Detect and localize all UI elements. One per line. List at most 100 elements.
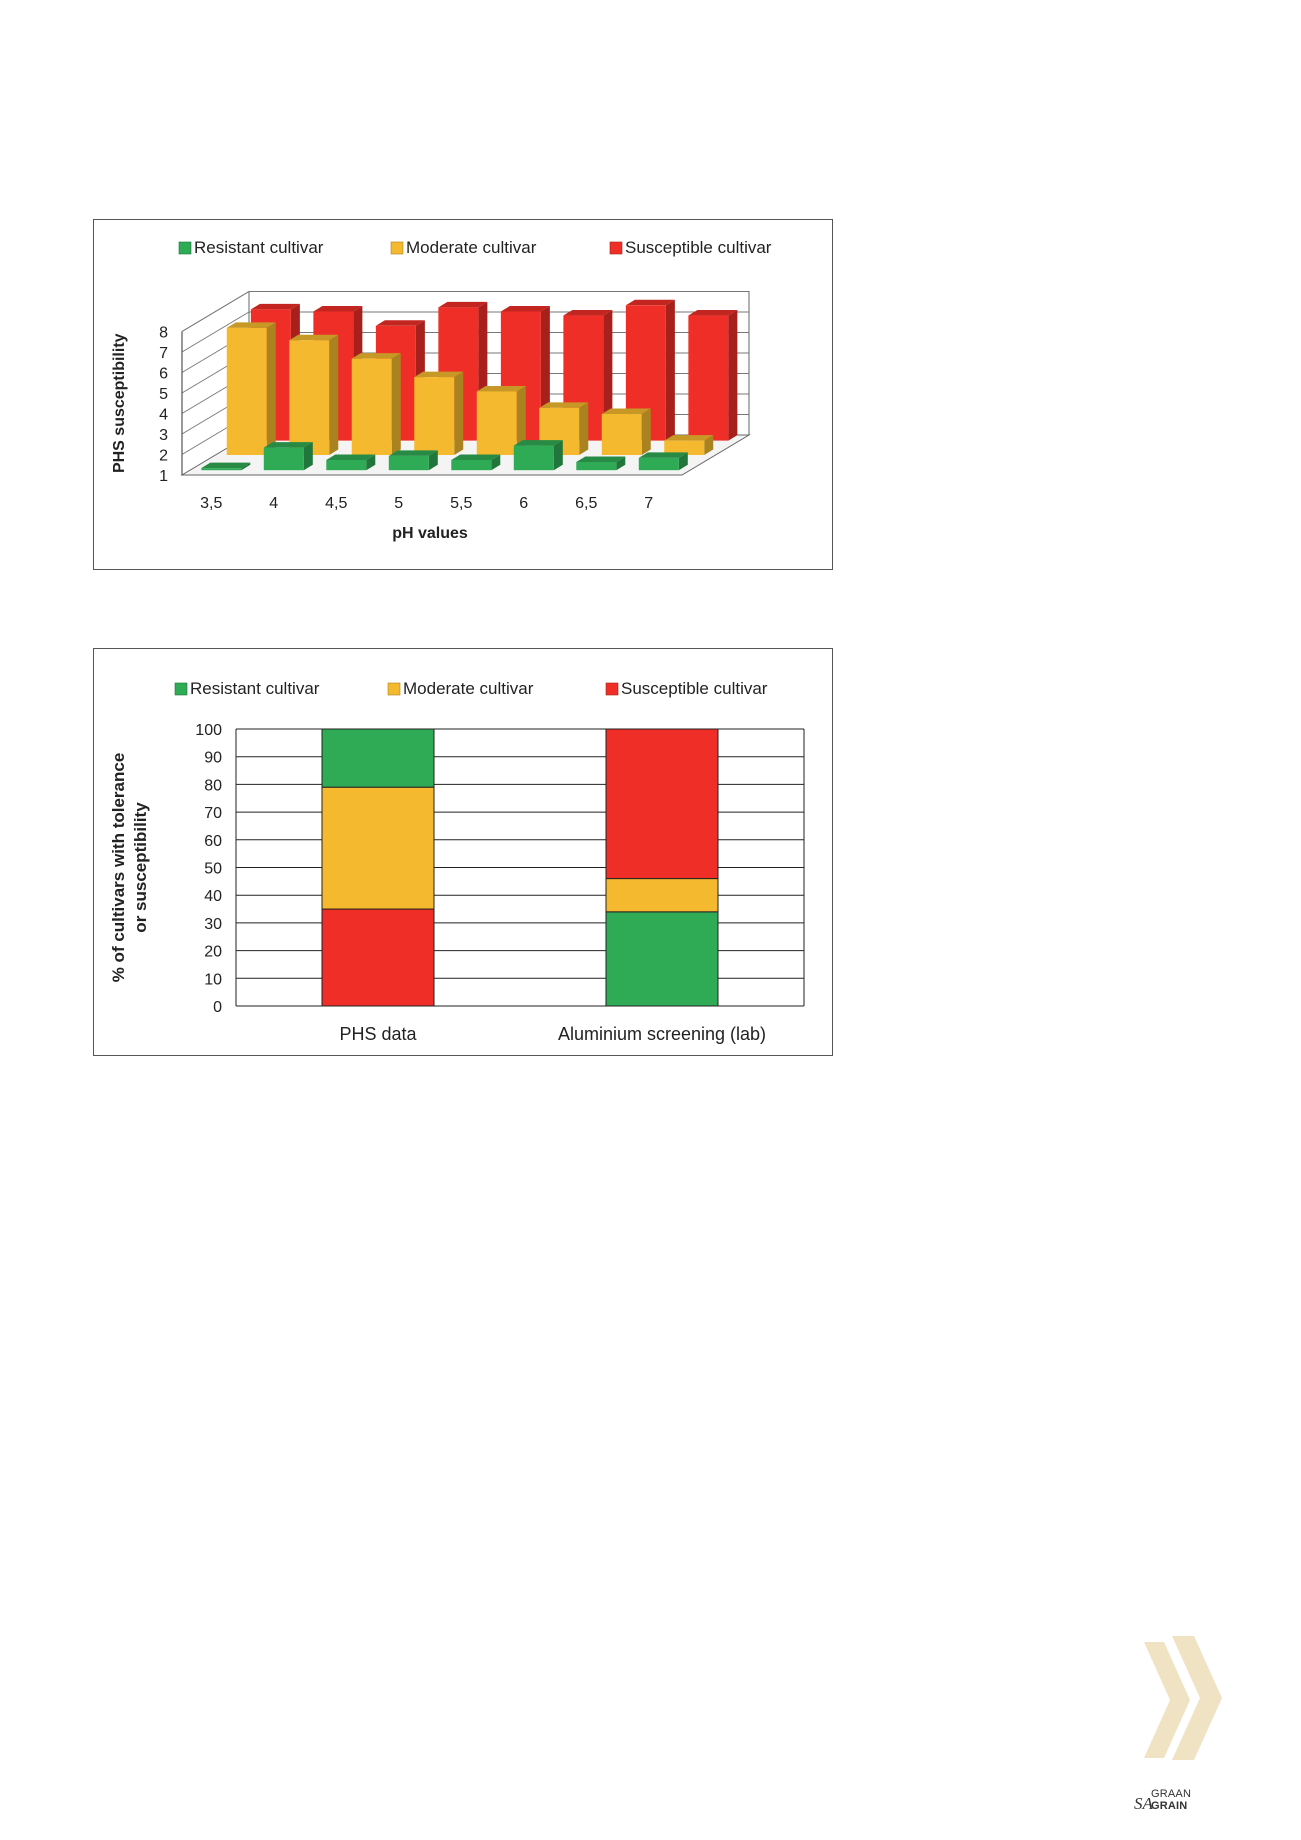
bar-top-face <box>250 303 300 310</box>
bar-front-face <box>326 459 367 471</box>
bar-resistant-cultivar-4-5 <box>326 454 376 471</box>
bar-front-face <box>513 445 554 471</box>
y-tick-label: 30 <box>204 916 222 933</box>
y-tick-label: 5 <box>159 386 168 403</box>
legend-label-susceptible-cultivar: Susceptible cultivar <box>621 679 768 698</box>
bar-top-face <box>664 435 714 441</box>
chart-phs-susceptibility-by-ph: Resistant cultivar Moderate cultivar Susce… <box>93 219 833 570</box>
bar-side-face <box>241 462 251 471</box>
bar-front-face <box>664 440 705 455</box>
bar-top-face <box>375 320 425 326</box>
bar-front-face <box>601 414 642 455</box>
x-tick-label-4-5: 4,5 <box>325 495 347 512</box>
bar-segment-resistant-cultivar-phs-data <box>321 728 435 788</box>
bar-side-face <box>266 322 276 455</box>
bar-side-face <box>616 456 626 471</box>
bar-top-face <box>263 442 313 448</box>
bar-front-face <box>289 340 330 455</box>
bar-resistant-cultivar-3-5 <box>201 462 251 471</box>
logo-sa: SA <box>1134 1794 1153 1813</box>
bar-moderate-cultivar-5 <box>414 371 464 455</box>
bar-front-face <box>576 462 617 471</box>
bar-resistant-cultivar-5-5 <box>451 454 501 471</box>
bar-side-face <box>454 371 464 455</box>
bar-segment-moderate-cultivar-aluminium-screening-lab <box>605 878 719 913</box>
y-axis-label-line: % of cultivars with tolerance <box>109 753 128 983</box>
bar-top-face <box>326 454 376 460</box>
bar-segment-resistant-cultivar-aluminium-screening-lab <box>605 911 719 1007</box>
bar-resistant-cultivar-6-5 <box>576 456 626 471</box>
bar-front-face <box>688 315 729 441</box>
y-tick-label: 8 <box>159 325 168 342</box>
bar-front-face <box>414 377 455 455</box>
bar-top-face <box>201 462 251 469</box>
y-tick-label: 90 <box>204 750 222 767</box>
bar-side-face <box>579 402 589 455</box>
y-tick-label: 0 <box>213 999 222 1016</box>
y-tick-label: 70 <box>204 805 222 822</box>
bar-moderate-cultivar-6-5 <box>601 408 651 455</box>
logo-grain: GRAIN <box>1151 1800 1188 1812</box>
x-axis-label: pH values <box>392 525 468 542</box>
bar-side-face <box>303 442 313 471</box>
bar-side-face <box>603 310 613 441</box>
legend-label-resistant-cultivar: Resistant cultivar <box>194 238 324 257</box>
bar-front-face <box>638 457 679 471</box>
bar-front-face <box>451 459 492 471</box>
bar-side-face <box>491 454 501 471</box>
bar-resistant-cultivar-5 <box>388 450 438 471</box>
bar-top-face <box>500 305 550 312</box>
bar-side-face <box>516 385 526 455</box>
gridline-side-7 <box>181 311 250 353</box>
chart-cultivar-tolerance-percent: Resistant cultivar Moderate cultivar Susce… <box>93 648 833 1056</box>
bar-side-face <box>329 334 339 455</box>
bar-top-face <box>388 450 438 456</box>
legend-swatch-resistant-cultivar <box>178 241 192 255</box>
bar-side-face <box>553 440 563 471</box>
bar-top-face <box>625 299 675 306</box>
bar-segment-moderate-cultivar-phs-data <box>321 786 435 910</box>
bar-front-face <box>226 327 267 455</box>
legend-swatch-susceptible-cultivar <box>605 682 619 696</box>
bar-side-face <box>641 408 651 455</box>
legend-label-moderate-cultivar: Moderate cultivar <box>403 679 534 698</box>
bar-side-face <box>728 310 738 441</box>
bar-side-face <box>678 452 688 471</box>
bar-moderate-cultivar-3-5 <box>226 322 276 455</box>
x-tick-label-5: 5 <box>394 495 403 512</box>
legend-label-resistant-cultivar: Resistant cultivar <box>190 679 320 698</box>
x-tick-label-aluminium-screening-lab: Aluminium screening (lab) <box>558 1024 766 1044</box>
y-tick-label: 4 <box>159 407 168 424</box>
bar-top-face <box>601 408 651 414</box>
y-tick-label: 7 <box>159 345 168 362</box>
y-tick-label: 3 <box>159 427 168 444</box>
y-axis-label: PHS susceptibility <box>111 333 128 473</box>
y-tick-label: 6 <box>159 366 168 383</box>
x-tick-label-5-5: 5,5 <box>450 495 472 512</box>
legend-swatch-susceptible-cultivar <box>609 241 623 255</box>
chart1-svg: Resistant cultivar Moderate cultivar Susce… <box>111 238 772 542</box>
legend-swatch-moderate-cultivar <box>390 241 404 255</box>
y-tick-label: 50 <box>204 861 222 878</box>
bar-front-face <box>388 455 429 471</box>
bar-moderate-cultivar-4 <box>289 334 339 455</box>
bar-resistant-cultivar-4 <box>263 442 313 471</box>
bar-susceptible-cultivar-7 <box>688 310 738 441</box>
bar-top-face <box>351 353 401 359</box>
bar-top-face <box>539 402 589 408</box>
y-tick-label: 80 <box>204 777 222 794</box>
bar-side-face <box>428 450 438 471</box>
y-axis-label-line: or susceptibility <box>131 802 150 933</box>
x-tick-label-7: 7 <box>644 495 653 512</box>
legend-swatch-resistant-cultivar <box>174 682 188 696</box>
bar-moderate-cultivar-7 <box>664 435 714 455</box>
chevron-decoration-icon <box>1144 1636 1222 1760</box>
sa-graan-grain-logo: SA GRAAN GRAIN <box>1134 1788 1204 1822</box>
y-tick-label: 100 <box>195 722 222 739</box>
y-tick-label: 40 <box>204 888 222 905</box>
legend-label-susceptible-cultivar: Susceptible cultivar <box>625 238 772 257</box>
y-tick-label: 1 <box>159 468 168 485</box>
x-tick-label-4: 4 <box>269 495 278 512</box>
y-tick-label: 10 <box>204 971 222 988</box>
y-tick-label: 60 <box>204 833 222 850</box>
